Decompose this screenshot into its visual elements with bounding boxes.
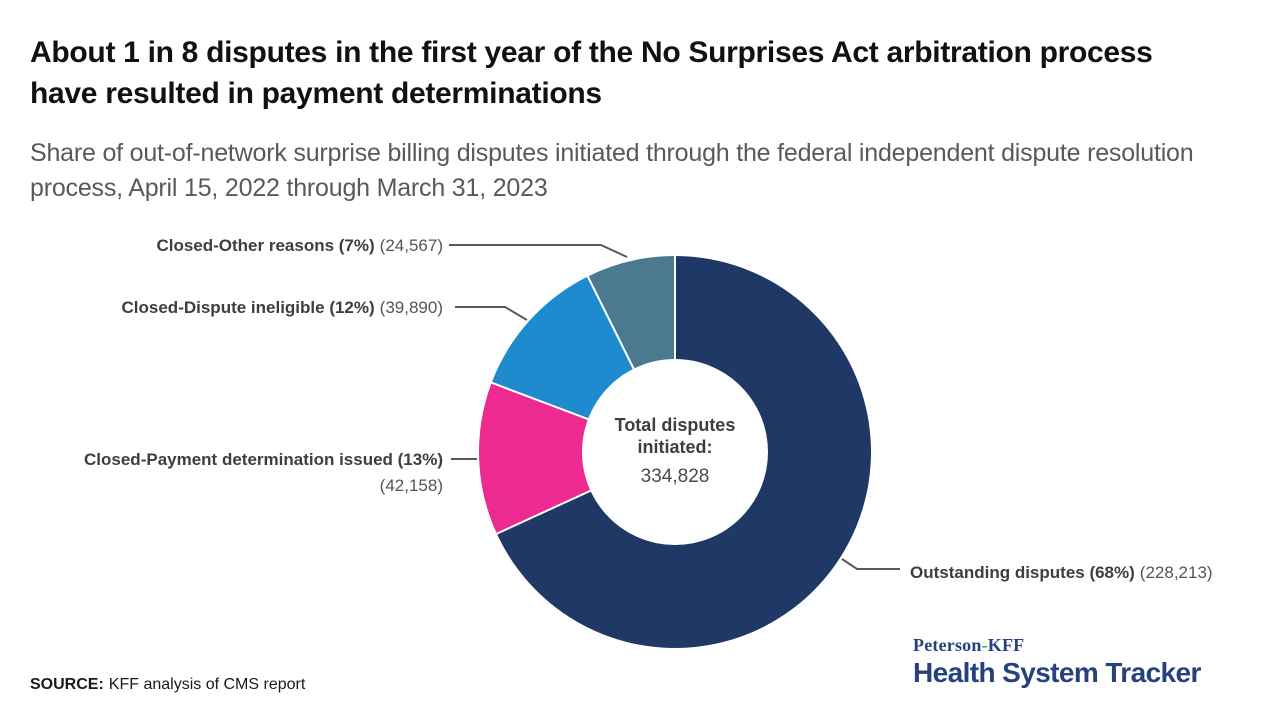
slice-label-outstanding-disputes: Outstanding disputes (68%) (228,213) <box>910 563 1213 583</box>
logo-kff: KFF <box>987 635 1025 655</box>
logo-peterson: Peterson <box>913 635 982 655</box>
slice-label-text: Closed-Payment determination issued (13%… <box>84 450 443 469</box>
slice-separator <box>495 489 593 536</box>
slice-label-text: Closed-Other reasons (7%) <box>156 236 375 255</box>
logo-health-system-tracker: Health System Tracker <box>913 657 1201 688</box>
source-prefix: SOURCE: <box>30 676 104 693</box>
chart-title: About 1 in 8 disputes in the first year … <box>30 36 1153 110</box>
slice-label-closed-payment-determination: Closed-Payment determination issued (13%… <box>84 450 443 496</box>
slice-count-text: (24,567) <box>379 236 443 255</box>
logo-hyphen: - <box>981 635 988 655</box>
leader-closed-dispute-ineligible <box>455 306 528 321</box>
leader-closed-other-reasons <box>449 244 628 258</box>
slice-label-text: Outstanding disputes (68%) <box>910 563 1135 582</box>
source-text: KFF analysis of CMS report <box>108 676 306 693</box>
slice-count-text: (39,890) <box>379 298 443 317</box>
slice-count-text: (228,213) <box>1139 563 1213 582</box>
donut-center-label: Total disputes initiated: 334,828 <box>575 414 775 488</box>
slice-label-closed-dispute-ineligible: Closed-Dispute ineligible (12%) (39,890) <box>122 298 443 318</box>
peterson-kff-logo: Peterson-KFF Health System Tracker <box>913 635 1258 689</box>
slice-count-text: (42,158) <box>379 476 443 495</box>
slice-separator <box>490 381 591 421</box>
chart-subtitle: Share of out-of-network surprise billing… <box>30 139 1194 202</box>
slice-label-text: Closed-Dispute ineligible (12%) <box>121 298 375 317</box>
source-note: SOURCE: KFF analysis of CMS report <box>30 676 305 694</box>
logo-peterson-kff: Peterson-KFF <box>913 635 1258 655</box>
donut-hole <box>582 359 768 545</box>
slice-separator <box>586 275 636 371</box>
total-disputes-value: 334,828 <box>640 466 710 487</box>
total-disputes-label: Total disputes initiated: <box>614 415 736 457</box>
donut-slice-closed-payment-determination-issued <box>479 382 675 534</box>
leader-outstanding-disputes <box>841 558 900 570</box>
slice-label-closed-other-reasons: Closed-Other reasons (7%) (24,567) <box>156 236 443 256</box>
